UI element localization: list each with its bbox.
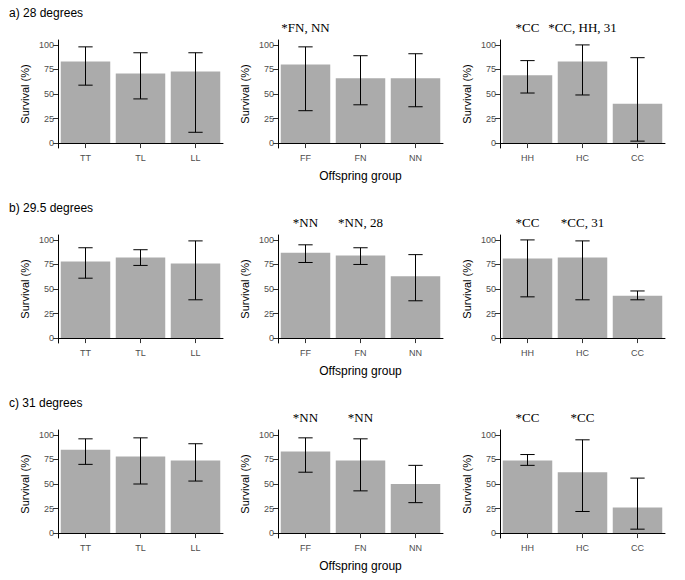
svg-text:75: 75 — [44, 64, 54, 74]
svg-text:Survival (%): Survival (%) — [19, 454, 31, 513]
svg-text:CC: CC — [631, 153, 644, 163]
svg-text:Offspring group: Offspring group — [319, 364, 402, 378]
svg-text:HC: HC — [576, 348, 589, 358]
svg-text:100: 100 — [39, 40, 54, 50]
svg-text:25: 25 — [264, 114, 274, 124]
svg-text:FN: FN — [355, 153, 367, 163]
svg-text:25: 25 — [486, 114, 496, 124]
svg-text:Survival (%): Survival (%) — [461, 259, 473, 318]
svg-text:0: 0 — [491, 333, 496, 343]
svg-text:0: 0 — [491, 528, 496, 538]
svg-text:0: 0 — [269, 138, 274, 148]
svg-text:FN: FN — [355, 348, 367, 358]
svg-text:100: 100 — [481, 235, 496, 245]
svg-text:LL: LL — [190, 153, 200, 163]
svg-text:*CC: *CC — [516, 410, 540, 425]
svg-text:Survival (%): Survival (%) — [239, 259, 251, 318]
svg-text:50: 50 — [44, 284, 54, 294]
svg-text:*CC, HH, 31: *CC, HH, 31 — [548, 20, 617, 35]
svg-text:75: 75 — [486, 64, 496, 74]
svg-text:*NN, 28: *NN, 28 — [338, 215, 383, 230]
svg-text:0: 0 — [269, 528, 274, 538]
svg-text:100: 100 — [259, 430, 274, 440]
svg-text:TL: TL — [135, 153, 146, 163]
svg-text:0: 0 — [49, 333, 54, 343]
svg-text:*CC, 31: *CC, 31 — [561, 215, 604, 230]
svg-text:HH: HH — [521, 153, 534, 163]
svg-text:LL: LL — [190, 543, 200, 553]
svg-text:Survival (%): Survival (%) — [19, 64, 31, 123]
svg-text:Survival (%): Survival (%) — [239, 454, 251, 513]
svg-text:100: 100 — [481, 40, 496, 50]
svg-text:NN: NN — [409, 543, 422, 553]
svg-text:NN: NN — [409, 348, 422, 358]
svg-text:TL: TL — [135, 348, 146, 358]
svg-text:75: 75 — [264, 64, 274, 74]
svg-text:LL: LL — [190, 348, 200, 358]
svg-text:100: 100 — [259, 235, 274, 245]
svg-text:25: 25 — [486, 504, 496, 514]
svg-text:50: 50 — [44, 479, 54, 489]
svg-text:*NN: *NN — [293, 410, 319, 425]
svg-text:*NN: *NN — [348, 410, 374, 425]
svg-text:25: 25 — [264, 309, 274, 319]
svg-text:25: 25 — [264, 504, 274, 514]
svg-text:75: 75 — [44, 454, 54, 464]
svg-text:TT: TT — [80, 348, 91, 358]
svg-text:HH: HH — [521, 543, 534, 553]
svg-text:Survival (%): Survival (%) — [461, 64, 473, 123]
svg-text:50: 50 — [264, 479, 274, 489]
svg-text:*CC: *CC — [516, 20, 540, 35]
svg-text:25: 25 — [44, 309, 54, 319]
svg-text:HH: HH — [521, 348, 534, 358]
svg-text:b) 29.5 degrees: b) 29.5 degrees — [9, 201, 93, 215]
svg-text:0: 0 — [491, 138, 496, 148]
svg-text:a) 28 degrees: a) 28 degrees — [9, 6, 83, 20]
svg-text:75: 75 — [486, 454, 496, 464]
svg-text:0: 0 — [49, 138, 54, 148]
svg-text:HC: HC — [576, 153, 589, 163]
svg-text:0: 0 — [269, 333, 274, 343]
svg-text:CC: CC — [631, 348, 644, 358]
svg-text:100: 100 — [39, 235, 54, 245]
svg-text:CC: CC — [631, 543, 644, 553]
svg-text:50: 50 — [486, 89, 496, 99]
svg-text:*CC: *CC — [516, 215, 540, 230]
svg-text:TT: TT — [80, 543, 91, 553]
svg-text:100: 100 — [481, 430, 496, 440]
svg-text:Offspring group: Offspring group — [319, 169, 402, 183]
svg-text:FN: FN — [355, 543, 367, 553]
svg-text:FF: FF — [300, 348, 311, 358]
svg-text:50: 50 — [264, 89, 274, 99]
svg-text:25: 25 — [486, 309, 496, 319]
svg-text:TT: TT — [80, 153, 91, 163]
svg-text:Survival (%): Survival (%) — [239, 64, 251, 123]
svg-text:NN: NN — [409, 153, 422, 163]
svg-text:75: 75 — [486, 259, 496, 269]
svg-text:50: 50 — [486, 284, 496, 294]
svg-text:50: 50 — [486, 479, 496, 489]
svg-text:75: 75 — [264, 454, 274, 464]
svg-text:50: 50 — [44, 89, 54, 99]
svg-text:25: 25 — [44, 114, 54, 124]
svg-text:Offspring group: Offspring group — [319, 559, 402, 573]
svg-text:*CC: *CC — [571, 410, 595, 425]
svg-text:Survival (%): Survival (%) — [19, 259, 31, 318]
svg-text:75: 75 — [264, 259, 274, 269]
svg-text:*NN: *NN — [293, 215, 319, 230]
svg-text:FF: FF — [300, 153, 311, 163]
svg-text:c) 31 degrees: c) 31 degrees — [9, 396, 82, 410]
svg-text:100: 100 — [39, 430, 54, 440]
svg-text:*FN, NN: *FN, NN — [281, 20, 330, 35]
svg-text:HC: HC — [576, 543, 589, 553]
svg-text:50: 50 — [264, 284, 274, 294]
svg-text:25: 25 — [44, 504, 54, 514]
svg-text:FF: FF — [300, 543, 311, 553]
svg-text:0: 0 — [49, 528, 54, 538]
svg-text:100: 100 — [259, 40, 274, 50]
svg-text:TL: TL — [135, 543, 146, 553]
svg-text:75: 75 — [44, 259, 54, 269]
svg-text:Survival (%): Survival (%) — [461, 454, 473, 513]
